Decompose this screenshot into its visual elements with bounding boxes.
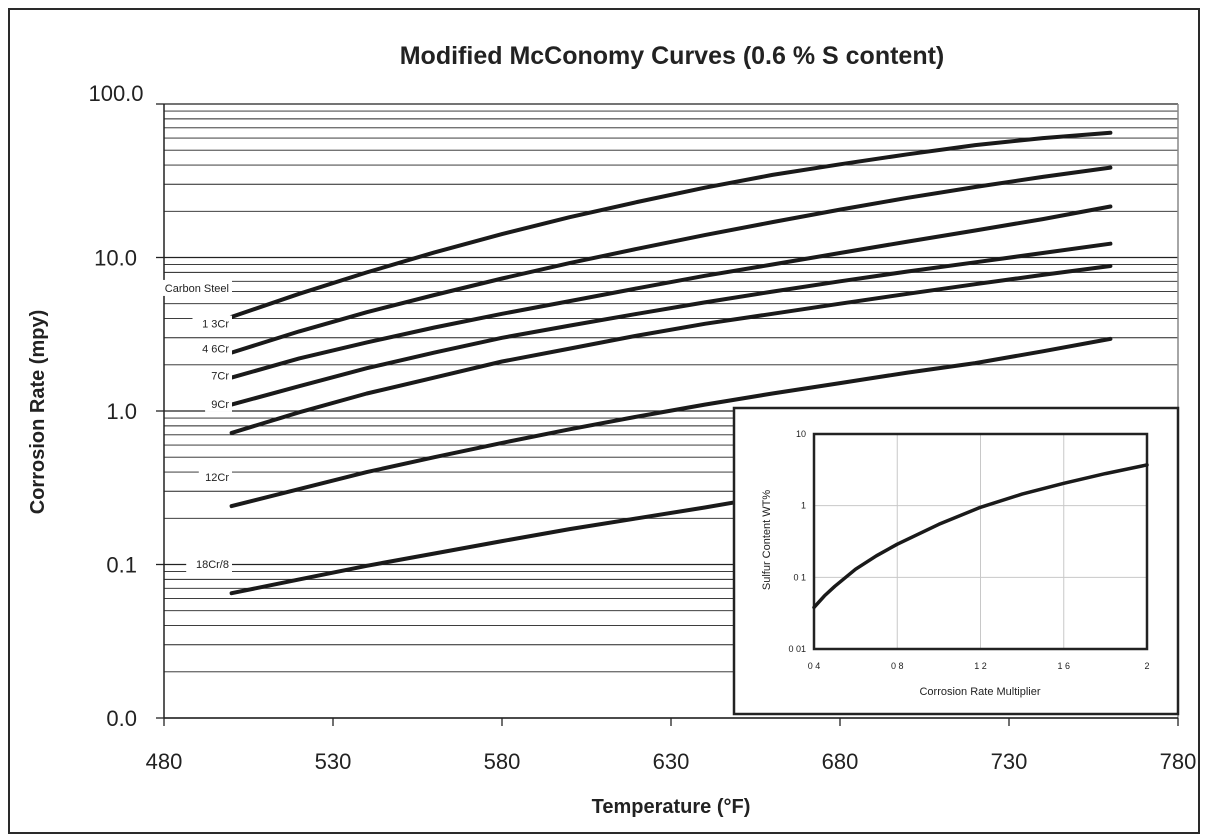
inset-y-tick-label: 0 1: [793, 572, 806, 582]
x-tick-label: 630: [653, 749, 690, 774]
inset-axes: 0 4 0 8 1 2 1 6 2 10 1 0 1 0 01: [788, 429, 1149, 671]
inset-series: [812, 463, 1149, 610]
inset-y-tick-label: 0 01: [788, 644, 806, 654]
series-label: Carbon Steel: [165, 283, 229, 295]
series-line: [229, 165, 1113, 355]
y-tick-label: 1.0: [106, 399, 137, 424]
inset-series-line: [812, 463, 1149, 610]
series-label-bg: [205, 395, 232, 412]
series-line: [229, 204, 1113, 380]
inset-y-tick-label: 1: [801, 501, 806, 511]
y-tick-label: 100.0: [88, 81, 143, 106]
inset-y-tick-label: 10: [796, 429, 806, 439]
series-label-bg: [192, 340, 232, 357]
series-line: [229, 241, 1113, 407]
series-label: 9Cr: [211, 399, 229, 411]
inset-y-axis-label: Sulfur Content WT%: [761, 490, 773, 590]
x-tick-label: 530: [315, 749, 352, 774]
series-label: 1 3Cr: [202, 319, 229, 331]
series-line: [229, 336, 1113, 509]
series-line: [229, 264, 1113, 435]
series-line: [229, 493, 775, 596]
main-series: [229, 130, 1113, 596]
x-tick-label: 480: [146, 749, 183, 774]
y-tick-label: 0.0: [106, 706, 137, 731]
inset-x-tick-label: 1 2: [974, 661, 987, 671]
x-tick-label: 780: [1160, 749, 1197, 774]
series-label-bg: [192, 315, 232, 332]
chart-title: Modified McConomy Curves (0.6 % S conten…: [400, 42, 945, 70]
x-tick-label: 580: [484, 749, 521, 774]
series-label: 18Cr/8: [196, 559, 229, 571]
inset-plot-border: [812, 432, 1149, 651]
inset-x-tick-label: 0 8: [891, 661, 904, 671]
inset-chart: 0 4 0 8 1 2 1 6 2 10 1 0 1 0 01 Corrosion Rate M…: [732, 406, 1180, 716]
series-line: [229, 130, 1113, 319]
series-label-bg: [186, 556, 232, 573]
y-tick-label: 10.0: [94, 246, 137, 271]
series-label: 4 6Cr: [202, 344, 229, 356]
x-tick-label: 730: [991, 749, 1028, 774]
y-tick-label: 0.1: [106, 553, 137, 578]
series-label-bg: [205, 367, 232, 384]
inset-x-tick-label: 2: [1144, 661, 1149, 671]
series-label-bg: [148, 279, 232, 296]
inset-frame: [732, 406, 1180, 716]
inset-x-tick-label: 0 4: [808, 661, 821, 671]
inset-x-tick-label: 1 6: [1057, 661, 1070, 671]
inset-x-axis-label: Corrosion Rate Multiplier: [919, 686, 1040, 698]
series-label-bg: [198, 469, 232, 486]
main-axes: 480 530 580 630 680 730 780 100.0 10.0 1.0 0.1 0.0: [88, 81, 1196, 774]
main-series-labels: Carbon Steel 1 3Cr 4 6Cr 7Cr 9Cr 12Cr 18Cr/8: [148, 279, 232, 573]
series-label: 7Cr: [211, 371, 229, 383]
x-tick-label: 680: [822, 749, 859, 774]
series-label: 12Cr: [205, 472, 229, 484]
y-axis-label: Corrosion Rate (mpy): [27, 310, 49, 514]
x-axis-label: Temperature (°F): [592, 796, 751, 818]
